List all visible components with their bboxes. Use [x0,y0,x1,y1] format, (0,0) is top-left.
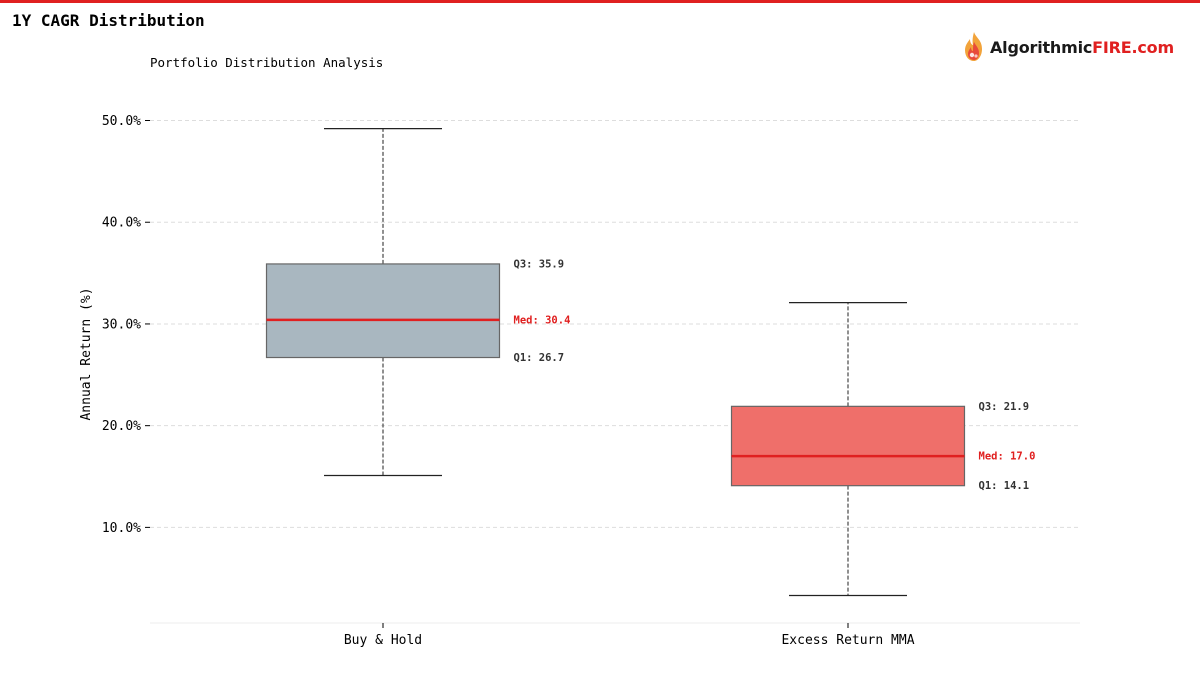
box-group: Q3: 21.9 Med: 17.0 Q1: 14.1 [730,301,1036,597]
q1-label: Q1: 26.7 [514,352,565,364]
chart-title: Portfolio Distribution Analysis [150,55,383,70]
q1-label: Q1: 14.1 [979,480,1030,492]
median-label: Med: 30.4 [514,314,571,326]
x-tick-label: Buy & Hold [344,633,422,648]
logo-wordmark: AlgorithmicFIRE.com [990,38,1174,57]
logo-text-accent: FIRE.com [1092,37,1174,57]
y-tick-label: 10.0% [102,521,141,536]
iqr-box [730,405,966,487]
x-tick-label: Excess Return MMA [781,633,914,648]
q3-label: Q3: 35.9 [514,258,565,270]
box-group: Q3: 35.9 Med: 30.4 Q1: 26.7 [265,128,571,477]
x-axis: Buy & Hold Excess Return MMA [344,623,915,648]
y-tick-label: 30.0% [102,317,141,332]
brand-logo[interactable]: AlgorithmicFIRE.com [960,30,1174,64]
box-series: Q3: 35.9 Med: 30.4 Q1: 26.7 Q3: 21.9 Med: 17… [265,128,1036,597]
flame-icon [965,32,982,61]
logo-text-dark: Algorithmic [990,37,1093,57]
median-label: Med: 17.0 [979,451,1036,463]
page-title: 1Y CAGR Distribution [12,11,205,30]
q3-label: Q3: 21.9 [979,401,1030,413]
y-tick-label: 20.0% [102,419,141,434]
y-tick-label: 40.0% [102,216,141,231]
y-tick-label: 50.0% [102,114,141,129]
iqr-box [265,263,501,359]
top-accent-bar [0,0,1200,3]
y-axis: 10.0% 20.0% 30.0% 40.0% 50.0% [102,114,150,536]
y-axis-label: Annual Return (%) [79,287,94,420]
